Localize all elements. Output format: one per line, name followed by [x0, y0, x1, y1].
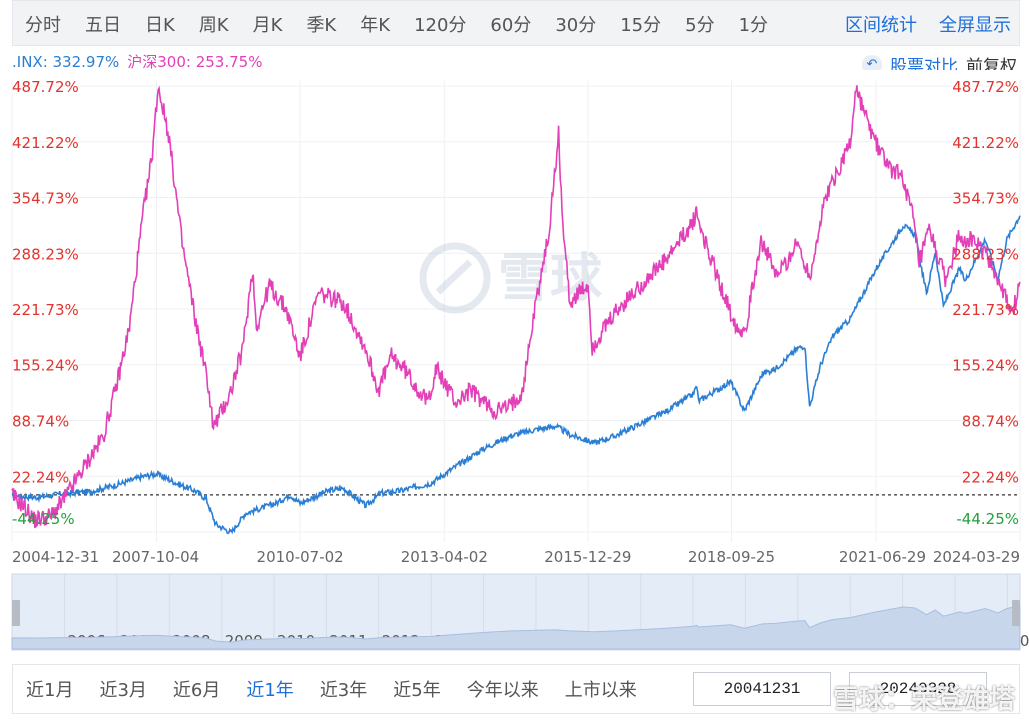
y-tick-label-right: 487.72% — [952, 78, 1019, 96]
range-tab[interactable]: 上市以来 — [564, 680, 637, 701]
range-tab[interactable]: 今年以来 — [466, 680, 539, 701]
y-tick-label-left: 221.73% — [12, 301, 79, 319]
period-tab[interactable]: 季K — [306, 15, 337, 36]
range-tab[interactable]: 近1月 — [26, 680, 74, 701]
period-tab[interactable]: 30分 — [555, 15, 597, 36]
x-tick-label: 2010-07-02 — [257, 548, 344, 566]
range-tab[interactable]: 近1年 — [246, 680, 294, 701]
chart-background — [0, 70, 1029, 655]
y-tick-label-left: 487.72% — [12, 78, 79, 96]
period-tab[interactable]: 分时 — [25, 15, 61, 36]
period-tab[interactable]: 月K — [252, 15, 283, 36]
back-arrow-icon[interactable]: ↶ — [862, 54, 882, 75]
period-tab[interactable]: 60分 — [490, 15, 532, 36]
interval-stats-button[interactable]: 区间统计 — [845, 15, 917, 36]
range-tab[interactable]: 近6月 — [172, 680, 221, 701]
y-tick-label-right: 155.24% — [952, 357, 1019, 375]
series-csi300-line — [11, 85, 1021, 529]
corner-watermark: 雪球：荣登雄塔 — [832, 685, 1015, 715]
fullscreen-button[interactable]: 全屏显示 — [939, 15, 1011, 36]
y-tick-label-right: 221.73% — [952, 301, 1019, 319]
x-tick-label: 2024-03-29 — [933, 548, 1020, 566]
navigator-left-handle — [12, 600, 20, 626]
y-tick-label-left: 354.73% — [12, 189, 79, 207]
comparison-chart[interactable]: 雪球 487.72% 487.72% 421.22% 421.22% 354.73% 354… — [0, 70, 1029, 655]
x-tick-label: 2018-09-25 — [688, 548, 775, 566]
y-tick-label-left: -44.25% — [12, 510, 75, 528]
legend-inx: .INX: 332.97% — [12, 53, 120, 71]
y-tick-label-right: -44.25% — [956, 510, 1019, 528]
period-tab[interactable]: 周K — [198, 15, 229, 36]
chart-legend: .INX: 332.97% 沪深300: 253.75% — [12, 51, 262, 72]
x-tick-label: 2007-10-04 — [112, 548, 199, 566]
y-tick-label-left: 88.74% — [12, 413, 69, 431]
x-tick-label: 2004-12-31 — [12, 548, 99, 566]
y-tick-label-right: 288.23% — [952, 245, 1019, 263]
period-tab[interactable]: 5分 — [685, 15, 715, 36]
x-tick-label: 2021-06-29 — [839, 548, 926, 566]
watermark-text: 雪球 — [498, 249, 603, 309]
range-bar: 近1月 近3月 近6月 近1年 近3年 近5年 今年以来 上市以来 — [12, 664, 1020, 714]
range-tabs: 近1月 近3月 近6月 近1年 近3年 近5年 今年以来 上市以来 — [13, 665, 650, 713]
end-date-input[interactable] — [849, 672, 987, 706]
y-tick-label-right: 88.74% — [962, 413, 1019, 431]
watermark-circle — [419, 242, 491, 314]
watermark-logo: 雪球 — [419, 242, 603, 314]
watermark-slash — [435, 259, 473, 295]
period-tab[interactable]: 15分 — [620, 15, 662, 36]
start-date-input[interactable] — [693, 672, 831, 706]
series-inx-line — [11, 215, 1021, 535]
y-tick-label-left: 22.24% — [12, 468, 69, 486]
period-tabs: 分时 五日 日K 周K 月K 季K 年K 120分 60分 30分 15分 5分 1分 — [13, 1, 780, 47]
y-tick-label-left: 288.23% — [12, 245, 79, 263]
range-tab[interactable]: 近5年 — [393, 680, 441, 701]
period-tab[interactable]: 1分 — [738, 15, 769, 36]
y-tick-label-right: 354.73% — [952, 189, 1019, 207]
x-tick-label: 2013-04-02 — [401, 548, 488, 566]
range-tab[interactable]: 近3月 — [99, 680, 147, 701]
legend-csi300: 沪深300: 253.75% — [127, 53, 263, 71]
y-tick-label-left: 421.22% — [12, 134, 79, 152]
y-tick-label-left: 155.24% — [12, 357, 79, 375]
x-tick-label: 2015-12-29 — [544, 548, 631, 566]
navigator-right-handle — [1012, 600, 1020, 626]
top-actions: 区间统计 全屏显示 — [845, 1, 1011, 47]
y-tick-label-right: 22.24% — [962, 468, 1019, 486]
period-tab[interactable]: 年K — [360, 15, 391, 36]
period-tab[interactable]: 120分 — [414, 15, 467, 36]
range-tab[interactable]: 近3年 — [319, 680, 368, 701]
navigator-area — [11, 605, 1021, 650]
period-tab[interactable]: 日K — [145, 15, 175, 36]
y-tick-label-right: 421.22% — [952, 134, 1019, 152]
period-toolbar: 分时 五日 日K 周K 月K 季K 年K 120分 60分 30分 15分 5分 1分 区间统计 全屏显… — [12, 0, 1020, 46]
period-tab[interactable]: 五日 — [85, 15, 121, 36]
